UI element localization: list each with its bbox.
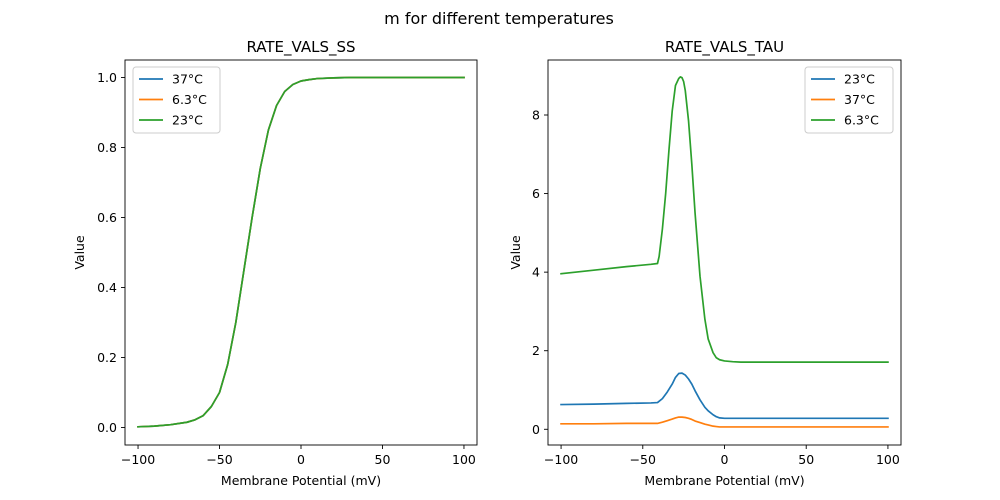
x-axis-label: Membrane Potential (mV) bbox=[644, 473, 804, 488]
legend: 37°C 6.3°C 23°C bbox=[132, 66, 221, 134]
x-tick-label: −100 bbox=[544, 452, 578, 467]
legend-label: 6.3°C bbox=[172, 92, 207, 107]
legend-label: 37°C bbox=[172, 72, 203, 87]
series-line-3 bbox=[137, 76, 465, 428]
x-tick-label: 50 bbox=[375, 452, 391, 467]
legend-box bbox=[804, 66, 894, 134]
legend-label: 23°C bbox=[844, 72, 875, 87]
subplot-title: RATE_VALS_TAU bbox=[665, 38, 784, 57]
legend-box bbox=[132, 66, 221, 134]
x-tick-label: −50 bbox=[630, 452, 656, 467]
y-axis-label: Value bbox=[508, 235, 523, 270]
legend-label: 37°C bbox=[844, 92, 875, 107]
series-line-3 bbox=[560, 76, 889, 363]
y-tick-label: 0.2 bbox=[97, 350, 117, 365]
x-axis-label: Membrane Potential (mV) bbox=[221, 473, 381, 488]
legend: 23°C 37°C 6.3°C bbox=[804, 66, 894, 134]
x-tick-label: 0 bbox=[297, 452, 305, 467]
y-tick-label: 0.8 bbox=[97, 140, 117, 155]
legend-label: 23°C bbox=[172, 113, 203, 128]
y-tick-label: 0.4 bbox=[97, 280, 117, 295]
series-line-2 bbox=[560, 416, 889, 428]
subplot-1: −100 −50 0 50 100 0.0 0.2 0.4 0.6 0.8 1.0 RATE_VALS… bbox=[72, 38, 478, 488]
y-tick-label: 2 bbox=[532, 343, 540, 358]
y-tick-label: 6 bbox=[532, 186, 540, 201]
y-tick-label: 0.6 bbox=[97, 210, 117, 225]
legend-label: 6.3°C bbox=[844, 113, 879, 128]
x-tick-label: −50 bbox=[206, 452, 232, 467]
y-tick-label: 4 bbox=[532, 265, 540, 280]
series-line-1 bbox=[560, 372, 889, 420]
y-tick-label: 0.0 bbox=[97, 420, 117, 435]
figure-suptitle: m for different temperatures bbox=[384, 9, 614, 28]
x-tick-label: 100 bbox=[876, 452, 900, 467]
y-axis-label: Value bbox=[72, 235, 87, 270]
x-tick-label: 100 bbox=[452, 452, 476, 467]
x-tick-label: 0 bbox=[721, 452, 729, 467]
x-tick-label: −100 bbox=[121, 452, 155, 467]
y-tick-label: 0 bbox=[532, 422, 540, 437]
y-tick-label: 1.0 bbox=[97, 70, 117, 85]
x-tick-label: 50 bbox=[798, 452, 814, 467]
y-tick-label: 8 bbox=[532, 108, 540, 123]
subplot-2: −100 −50 0 50 100 0 2 4 6 8 RATE_VALS_TAU Membrane … bbox=[508, 38, 902, 488]
subplot-title: RATE_VALS_SS bbox=[246, 38, 355, 57]
